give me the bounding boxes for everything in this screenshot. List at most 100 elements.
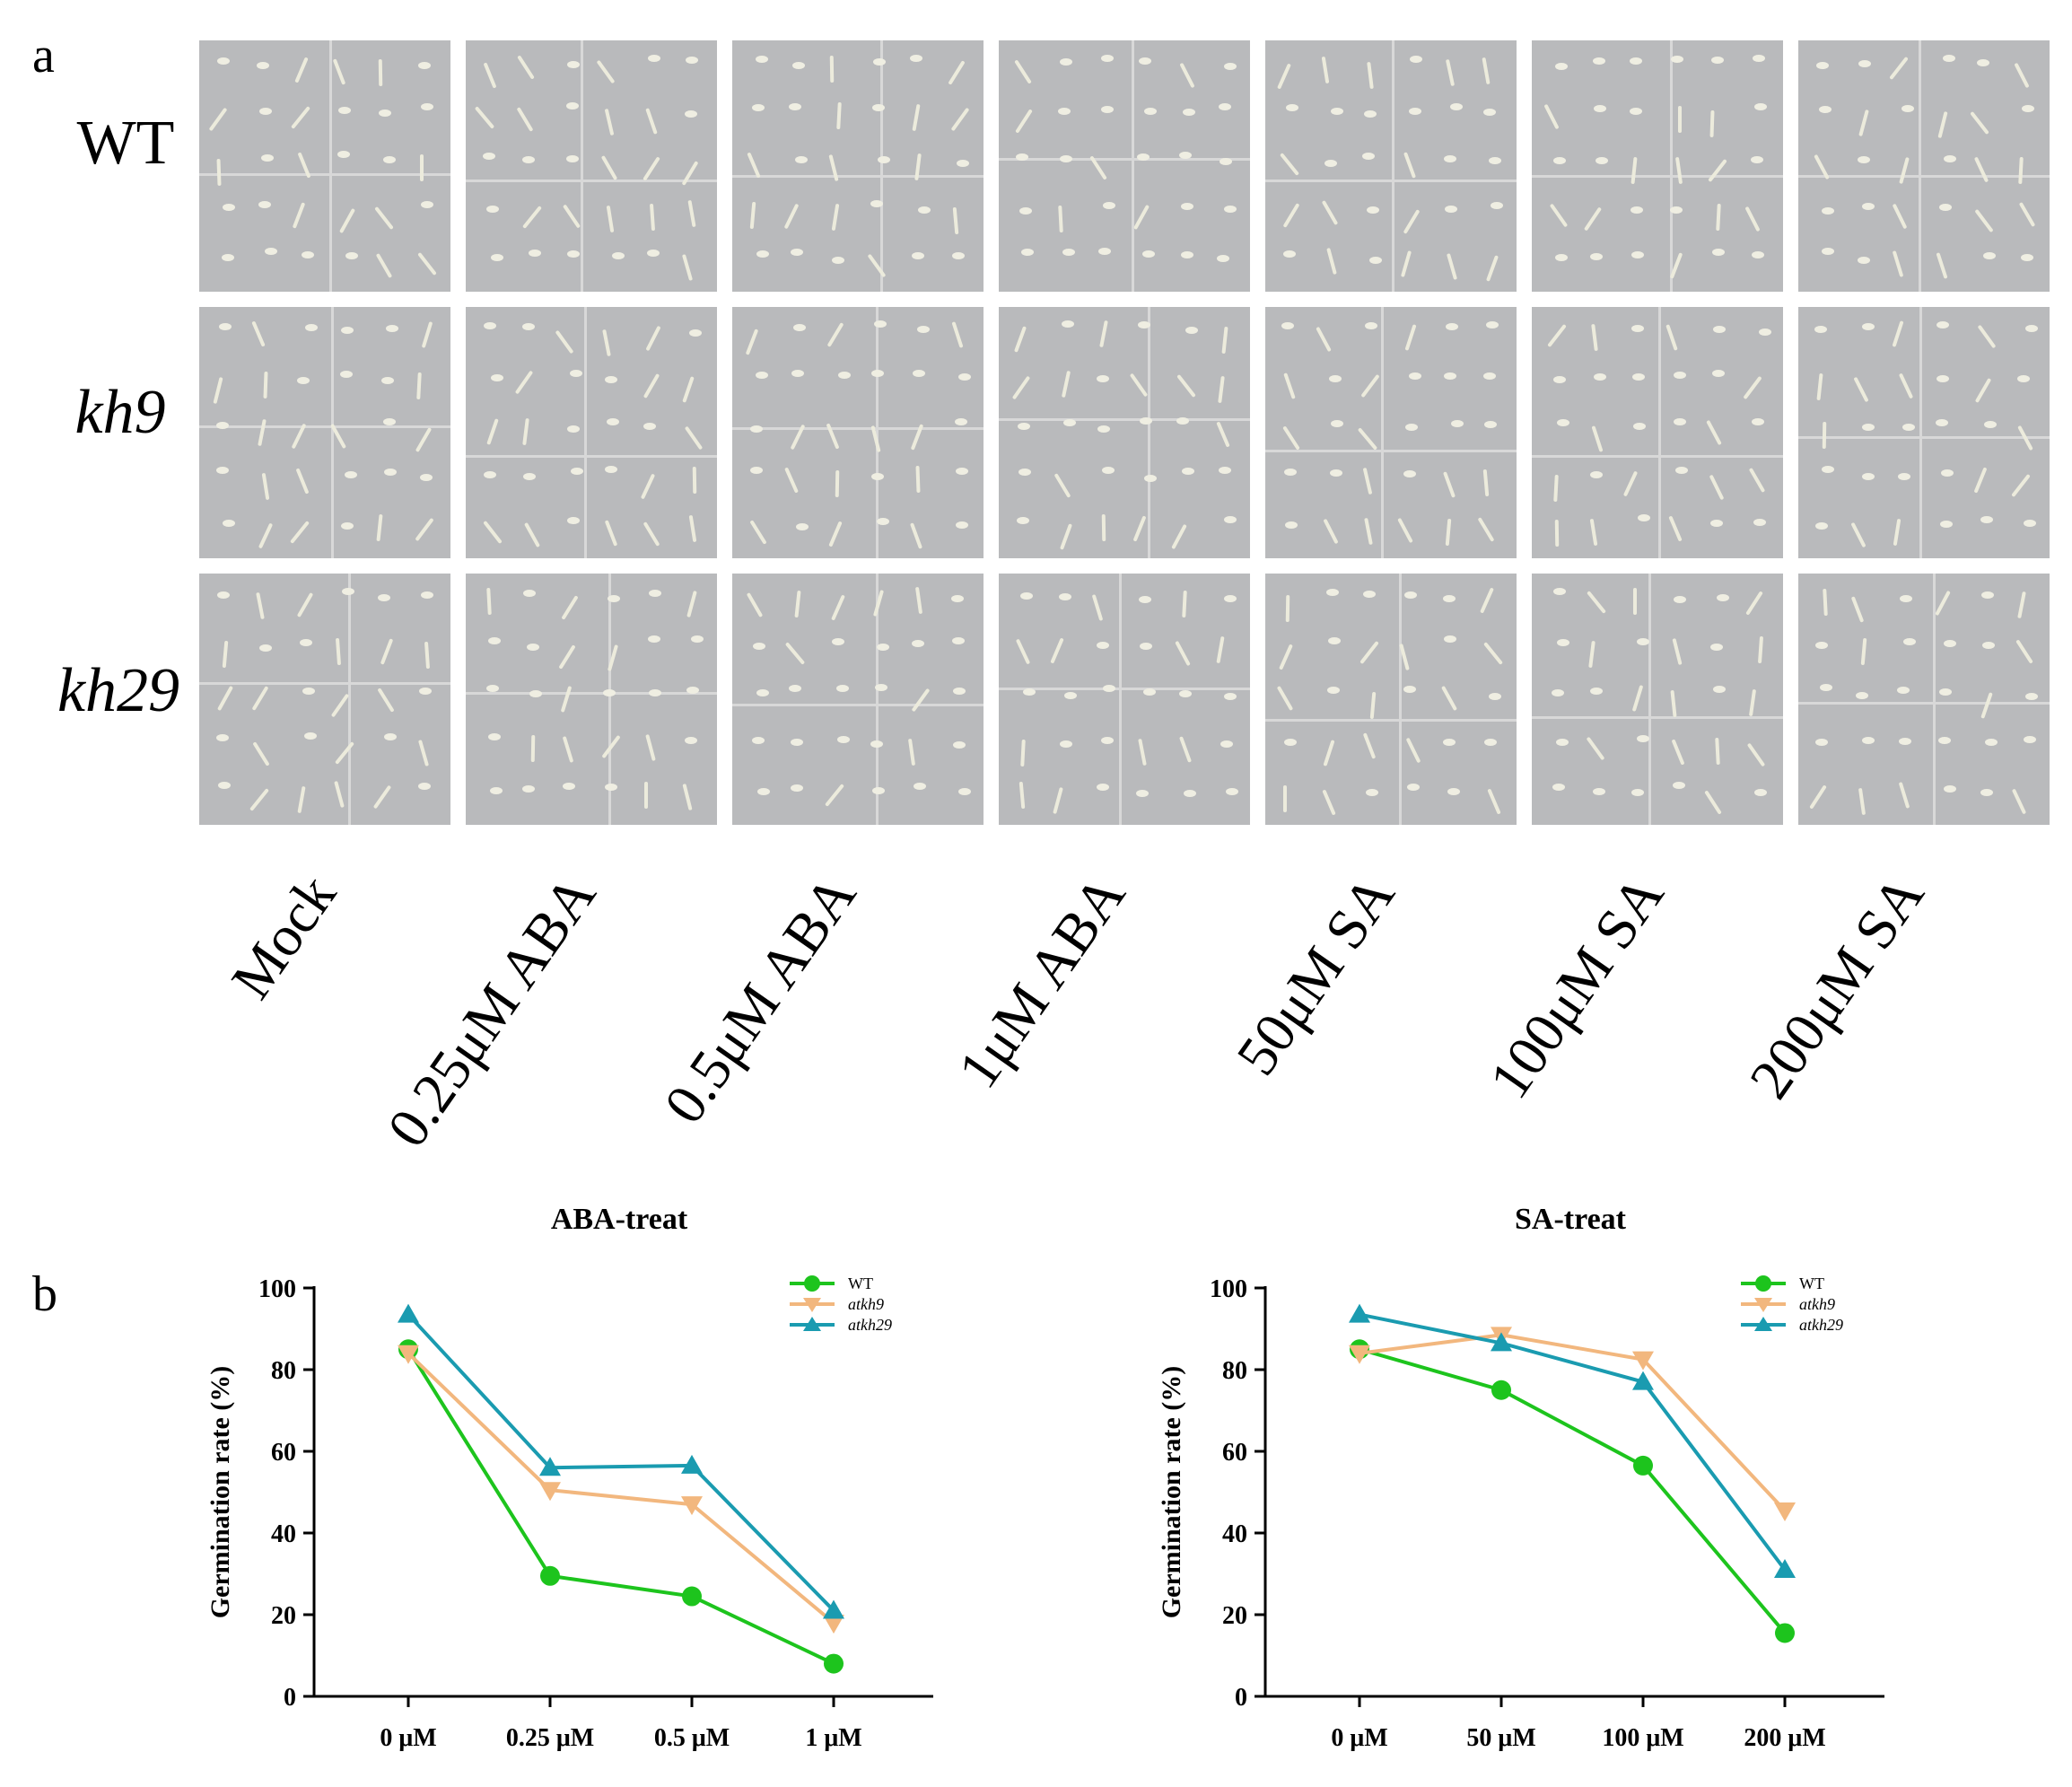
seedling bbox=[1364, 321, 1377, 329]
seedling bbox=[522, 473, 536, 481]
plate-divider bbox=[1532, 455, 1783, 459]
seedling bbox=[1553, 156, 1567, 164]
seedling bbox=[1101, 105, 1115, 113]
seedling bbox=[953, 206, 959, 234]
seedling bbox=[1278, 644, 1293, 670]
seedling bbox=[1543, 103, 1560, 129]
seedling bbox=[344, 471, 357, 479]
seedling bbox=[1369, 256, 1383, 264]
seedling bbox=[332, 58, 346, 85]
seedling bbox=[529, 690, 543, 698]
sa-series-line-atkh29 bbox=[1359, 1312, 1787, 1572]
seedling bbox=[1974, 377, 1992, 403]
seedling bbox=[417, 739, 430, 766]
seedling bbox=[2024, 692, 2038, 700]
seedling bbox=[1015, 153, 1028, 161]
seedling bbox=[261, 473, 270, 501]
seedling bbox=[1970, 110, 1989, 135]
seedling bbox=[2014, 62, 2030, 89]
seedling bbox=[1330, 469, 1343, 477]
seedling bbox=[1283, 468, 1297, 476]
seedling bbox=[485, 206, 499, 214]
seedling bbox=[340, 327, 354, 335]
seedling bbox=[483, 470, 496, 478]
seedling bbox=[485, 418, 499, 445]
seedling bbox=[956, 521, 969, 529]
plate-divider bbox=[608, 574, 612, 825]
seedling bbox=[955, 467, 968, 475]
seedling bbox=[1061, 370, 1071, 398]
seedling bbox=[1485, 255, 1499, 283]
panel-a-letter: a bbox=[32, 28, 55, 83]
seedling bbox=[1889, 57, 1909, 81]
seedling bbox=[1708, 158, 1728, 183]
seedling bbox=[1142, 688, 1156, 696]
seedling bbox=[421, 321, 433, 349]
seedling bbox=[567, 425, 581, 433]
seedling bbox=[1102, 466, 1115, 474]
seedling bbox=[1180, 203, 1193, 211]
seedling bbox=[1983, 420, 1997, 428]
seedling bbox=[752, 643, 765, 650]
seedling bbox=[1892, 250, 1904, 278]
seedling bbox=[1450, 420, 1464, 428]
seedling bbox=[1547, 323, 1567, 348]
seedling bbox=[1445, 58, 1455, 86]
seedling bbox=[681, 783, 693, 810]
plate-divider bbox=[199, 425, 450, 428]
seedling bbox=[2018, 201, 2035, 227]
seedling bbox=[1016, 516, 1029, 524]
seedling bbox=[1858, 59, 1872, 67]
seedling-plate bbox=[1265, 307, 1517, 558]
sa-point-WT bbox=[1633, 1455, 1653, 1476]
seedling bbox=[1554, 62, 1568, 70]
seedling bbox=[376, 513, 383, 542]
seedling bbox=[1060, 740, 1073, 749]
seedling bbox=[263, 372, 268, 399]
seedling bbox=[1477, 516, 1495, 542]
seedling bbox=[1133, 204, 1150, 230]
seedling bbox=[208, 108, 228, 132]
seedling bbox=[1053, 787, 1063, 815]
seedling bbox=[1364, 517, 1373, 545]
aba-legend-label-atkh9: atkh9 bbox=[848, 1295, 884, 1313]
seedling bbox=[1943, 54, 1956, 62]
seedling bbox=[1898, 372, 1913, 399]
seedling bbox=[1409, 55, 1422, 63]
seedling-plate bbox=[1265, 574, 1517, 825]
seedling-plate bbox=[999, 574, 1250, 825]
seedling bbox=[684, 736, 697, 744]
seedling bbox=[1284, 739, 1298, 747]
seedling bbox=[1101, 54, 1115, 62]
seedling bbox=[1819, 684, 1832, 692]
seedling bbox=[1182, 590, 1187, 618]
plate-divider bbox=[876, 574, 879, 825]
seedling bbox=[1853, 377, 1869, 403]
seedling bbox=[791, 370, 805, 378]
seedling-plate bbox=[732, 307, 984, 558]
seedling bbox=[2021, 253, 2034, 261]
seedling bbox=[1022, 688, 1036, 696]
sa-y-tick-label: 100 bbox=[1210, 1275, 1247, 1303]
seedling bbox=[1316, 326, 1332, 352]
column-label-aba-0-5: 0.5μM ABA bbox=[651, 863, 869, 1135]
seedling bbox=[1704, 789, 1723, 815]
seedling bbox=[649, 589, 662, 597]
seedling bbox=[522, 589, 536, 597]
aba-legend-marker-WT bbox=[804, 1275, 820, 1292]
seedling bbox=[338, 208, 355, 234]
seedling bbox=[1819, 106, 1832, 114]
seedling bbox=[1403, 591, 1417, 600]
seedling bbox=[1180, 251, 1193, 259]
seedling-plate bbox=[1798, 40, 2050, 292]
seedling bbox=[1674, 417, 1687, 425]
seedling bbox=[1483, 109, 1497, 117]
seedling bbox=[1706, 419, 1723, 445]
seedling bbox=[951, 595, 965, 603]
sa-legend-label-WT: WT bbox=[1799, 1275, 1824, 1292]
sa-point-WT bbox=[1775, 1623, 1795, 1643]
seedling bbox=[1850, 595, 1864, 623]
seedling bbox=[567, 516, 581, 524]
seedling bbox=[1751, 250, 1764, 258]
seedling bbox=[1132, 515, 1147, 542]
